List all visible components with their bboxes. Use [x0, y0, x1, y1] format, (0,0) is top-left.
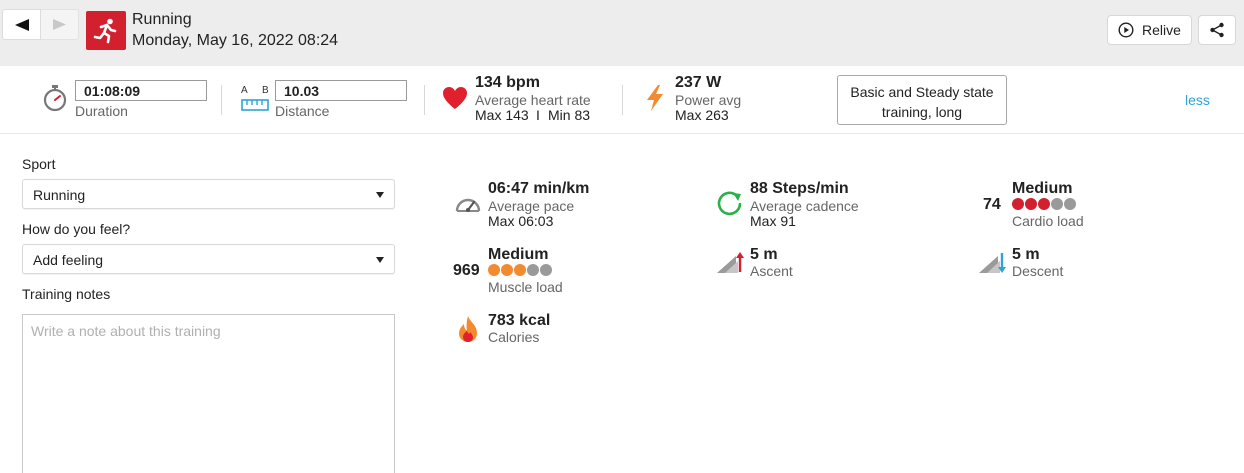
power-max: Max 263 [675, 107, 729, 123]
feel-label: How do you feel? [22, 221, 131, 237]
sport-title: Running [132, 11, 192, 28]
share-icon [1210, 22, 1224, 38]
cadence-max: Max 91 [750, 213, 796, 229]
cardio-load-number: 74 [983, 196, 1001, 213]
distance-ab-b: B [262, 85, 269, 96]
load-dot-filled [514, 264, 526, 276]
training-notes-textarea[interactable]: Write a note about this training [22, 314, 395, 473]
play-circle-icon [1118, 22, 1134, 38]
ruler-icon [241, 99, 269, 111]
pace-max: Max 06:03 [488, 213, 554, 229]
load-dot-filled [1025, 198, 1037, 210]
cardio-load-label: Cardio load [1012, 213, 1084, 229]
cadence-value: 88 Steps/min [750, 180, 849, 197]
lightning-icon [647, 85, 663, 111]
ascent-value: 5 m [750, 246, 778, 263]
sport-select-value: Running [33, 187, 86, 203]
divider [424, 85, 425, 115]
divider [221, 85, 222, 115]
ascent-icon [717, 252, 744, 273]
power-value: 237 W [675, 74, 722, 91]
duration-input[interactable]: 01:08:09 [75, 80, 207, 101]
duration-label: Duration [75, 103, 128, 119]
heart-rate-max: Max 143 [475, 107, 529, 123]
chevron-down-icon [376, 192, 384, 198]
muscle-load-label: Muscle load [488, 279, 563, 295]
relive-button[interactable]: Relive [1107, 15, 1192, 45]
next-training-button[interactable] [41, 9, 79, 40]
feeling-select-value: Add feeling [33, 252, 104, 268]
pace-label: Average pace [488, 198, 575, 214]
speedometer-icon [455, 198, 481, 212]
runner-icon [93, 18, 117, 43]
descent-label: Descent [1012, 263, 1064, 279]
load-dot-filled [1038, 198, 1050, 210]
descent-icon [979, 253, 1006, 273]
descent-value: 5 m [1012, 246, 1040, 263]
distance-input[interactable]: 10.03 [275, 80, 407, 101]
load-dot-filled [488, 264, 500, 276]
heart-rate-divider: I [536, 107, 540, 123]
running-sport-icon [86, 11, 126, 50]
load-dot-filled [501, 264, 513, 276]
training-type-line2: training, long [881, 104, 963, 120]
chevron-down-icon [376, 257, 384, 263]
share-button[interactable] [1198, 15, 1236, 45]
training-date: Monday, May 16, 2022 08:24 [132, 32, 339, 49]
heart-rate-label: Average heart rate [475, 92, 591, 108]
cardio-load-level: Medium [1012, 180, 1073, 197]
sport-label: Sport [22, 156, 56, 172]
training-type-button[interactable]: Basic and Steady state training, long [837, 75, 1007, 125]
distance-ab-a: A [241, 85, 248, 96]
arrow-left-icon [14, 18, 29, 31]
load-dot-empty [527, 264, 539, 276]
heart-icon [443, 87, 467, 109]
previous-training-button[interactable] [2, 9, 41, 40]
load-dot-filled [1012, 198, 1024, 210]
cadence-icon [717, 191, 742, 216]
less-link[interactable]: less [1185, 92, 1210, 108]
heart-rate-value: 134 bpm [475, 74, 540, 91]
arrow-right-icon [53, 19, 66, 30]
flame-icon [459, 316, 477, 342]
summary-bar: 01:08:09 Duration A B 10.03 Distance 134… [0, 66, 1244, 134]
power-label: Power avg [675, 92, 742, 108]
distance-label: Distance [275, 103, 330, 119]
cardio-load-dots [1012, 198, 1076, 210]
sport-select[interactable]: Running [22, 179, 395, 209]
feeling-select[interactable]: Add feeling [22, 244, 395, 274]
load-dot-empty [1064, 198, 1076, 210]
heart-rate-min: Min 83 [548, 107, 591, 123]
relive-label: Relive [1142, 22, 1181, 38]
cadence-label: Average cadence [750, 198, 859, 214]
load-dot-empty [1051, 198, 1063, 210]
stopwatch-icon [43, 85, 67, 112]
calories-label: Calories [488, 329, 540, 345]
muscle-load-level: Medium [488, 246, 549, 263]
muscle-load-dots [488, 264, 552, 276]
ascent-label: Ascent [750, 263, 793, 279]
pace-value: 06:47 min/km [488, 180, 590, 197]
load-dot-empty [540, 264, 552, 276]
notes-label: Training notes [22, 286, 111, 302]
muscle-load-number: 969 [453, 262, 480, 279]
training-type-line1: Basic and Steady state [850, 84, 994, 100]
top-bar: Running Monday, May 16, 2022 08:24 Reliv… [0, 0, 1244, 66]
calories-value: 783 kcal [488, 312, 551, 329]
divider [622, 85, 623, 115]
